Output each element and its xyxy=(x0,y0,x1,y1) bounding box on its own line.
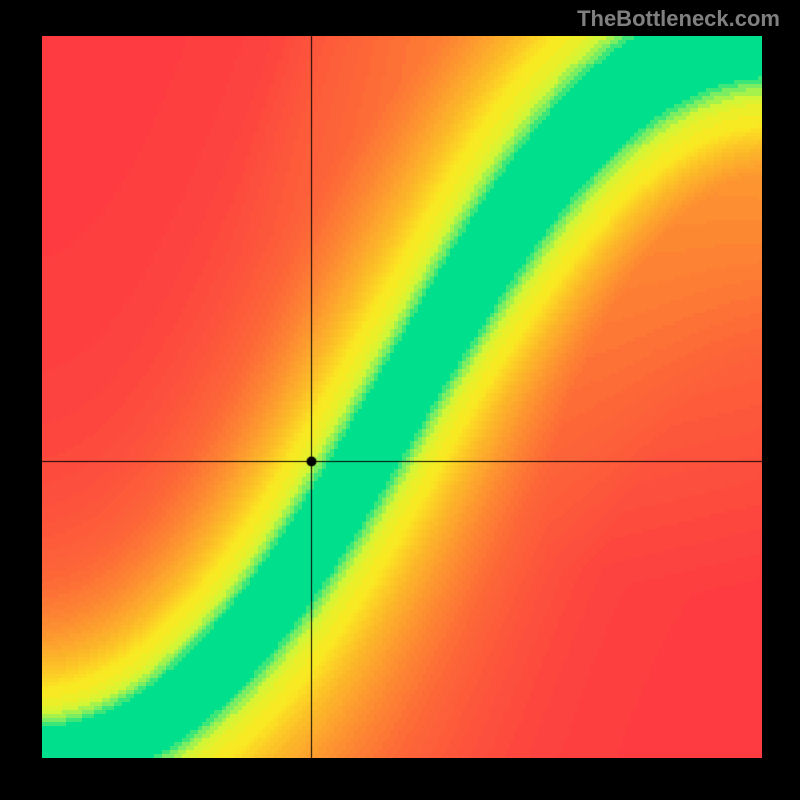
chart-container: TheBottleneck.com xyxy=(0,0,800,800)
watermark-text: TheBottleneck.com xyxy=(577,6,780,32)
heatmap-plot xyxy=(42,36,762,758)
